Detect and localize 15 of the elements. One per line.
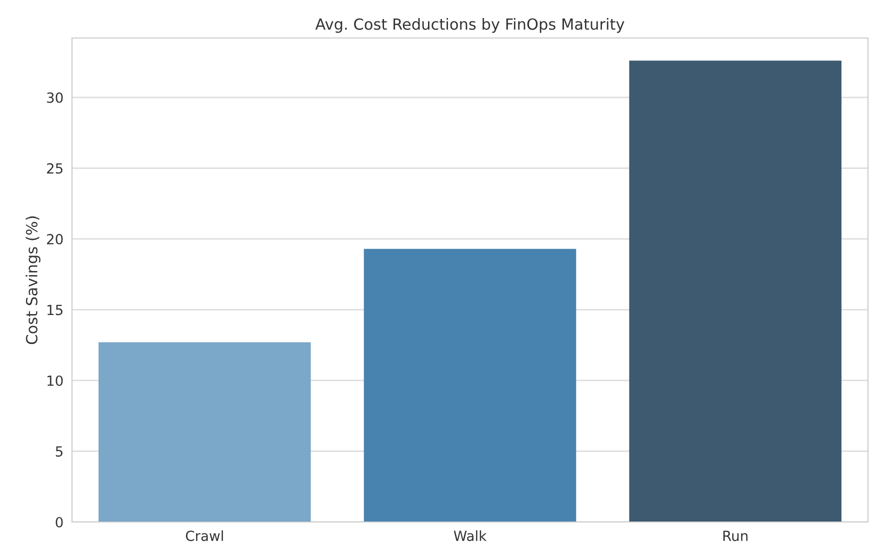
y-tick-label: 0 — [56, 516, 63, 528]
y-tick-label: 15 — [48, 304, 62, 316]
chart-title: Avg. Cost Reductions by FinOps Maturity — [315, 18, 624, 33]
bar — [98, 342, 311, 522]
bar — [629, 60, 842, 522]
x-tick-label: Crawl — [186, 530, 223, 542]
y-axis-title: Cost Savings (%) — [26, 216, 40, 344]
y-tick-label: 30 — [47, 92, 63, 103]
y-tick-label: 25 — [47, 163, 62, 174]
x-tick-label: Walk — [454, 530, 487, 542]
x-tick-label: Run — [723, 530, 748, 542]
y-tick-label: 10 — [48, 375, 63, 386]
y-tick-label: 20 — [47, 234, 63, 244]
y-tick-label: 5 — [56, 446, 62, 457]
bar — [364, 248, 576, 522]
